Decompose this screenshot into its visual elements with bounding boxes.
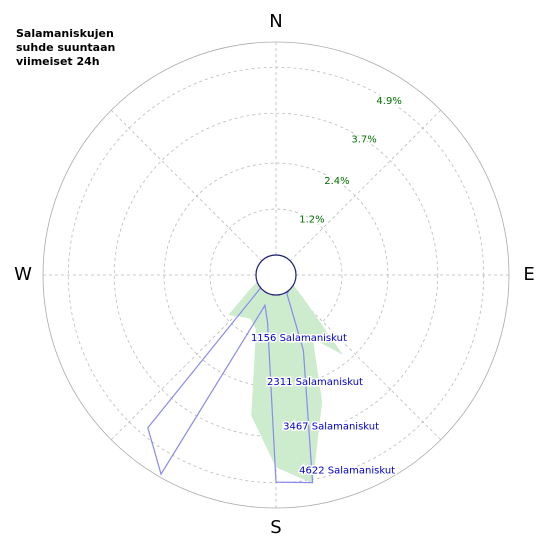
r-tick-label: 4.9% (376, 96, 401, 107)
r2-tick-label: 1156 Salamaniskut (251, 333, 347, 344)
r2-tick-label: 3467 Salamaniskut (283, 421, 379, 432)
compass-label: E (523, 264, 534, 285)
chart-title: Salamaniskujen (16, 27, 114, 40)
center-hole (255, 254, 297, 296)
spoke (289, 109, 442, 262)
chart-title: suhde suuntaan (16, 41, 115, 54)
percent-area (228, 255, 344, 484)
compass-label: N (269, 11, 282, 32)
r-tick-label: 3.7% (351, 134, 376, 145)
spoke (110, 109, 263, 262)
chart-title: viimeiset 24h (16, 55, 100, 68)
r-tick-label: 1.2% (299, 215, 324, 226)
r-tick-label: 2.4% (324, 176, 349, 187)
compass-label: W (14, 264, 32, 285)
compass-label: S (270, 517, 281, 538)
r2-tick-label: 2311 Salamaniskut (267, 377, 363, 388)
r2-tick-label: 4622 Salamaniskut (299, 465, 395, 476)
